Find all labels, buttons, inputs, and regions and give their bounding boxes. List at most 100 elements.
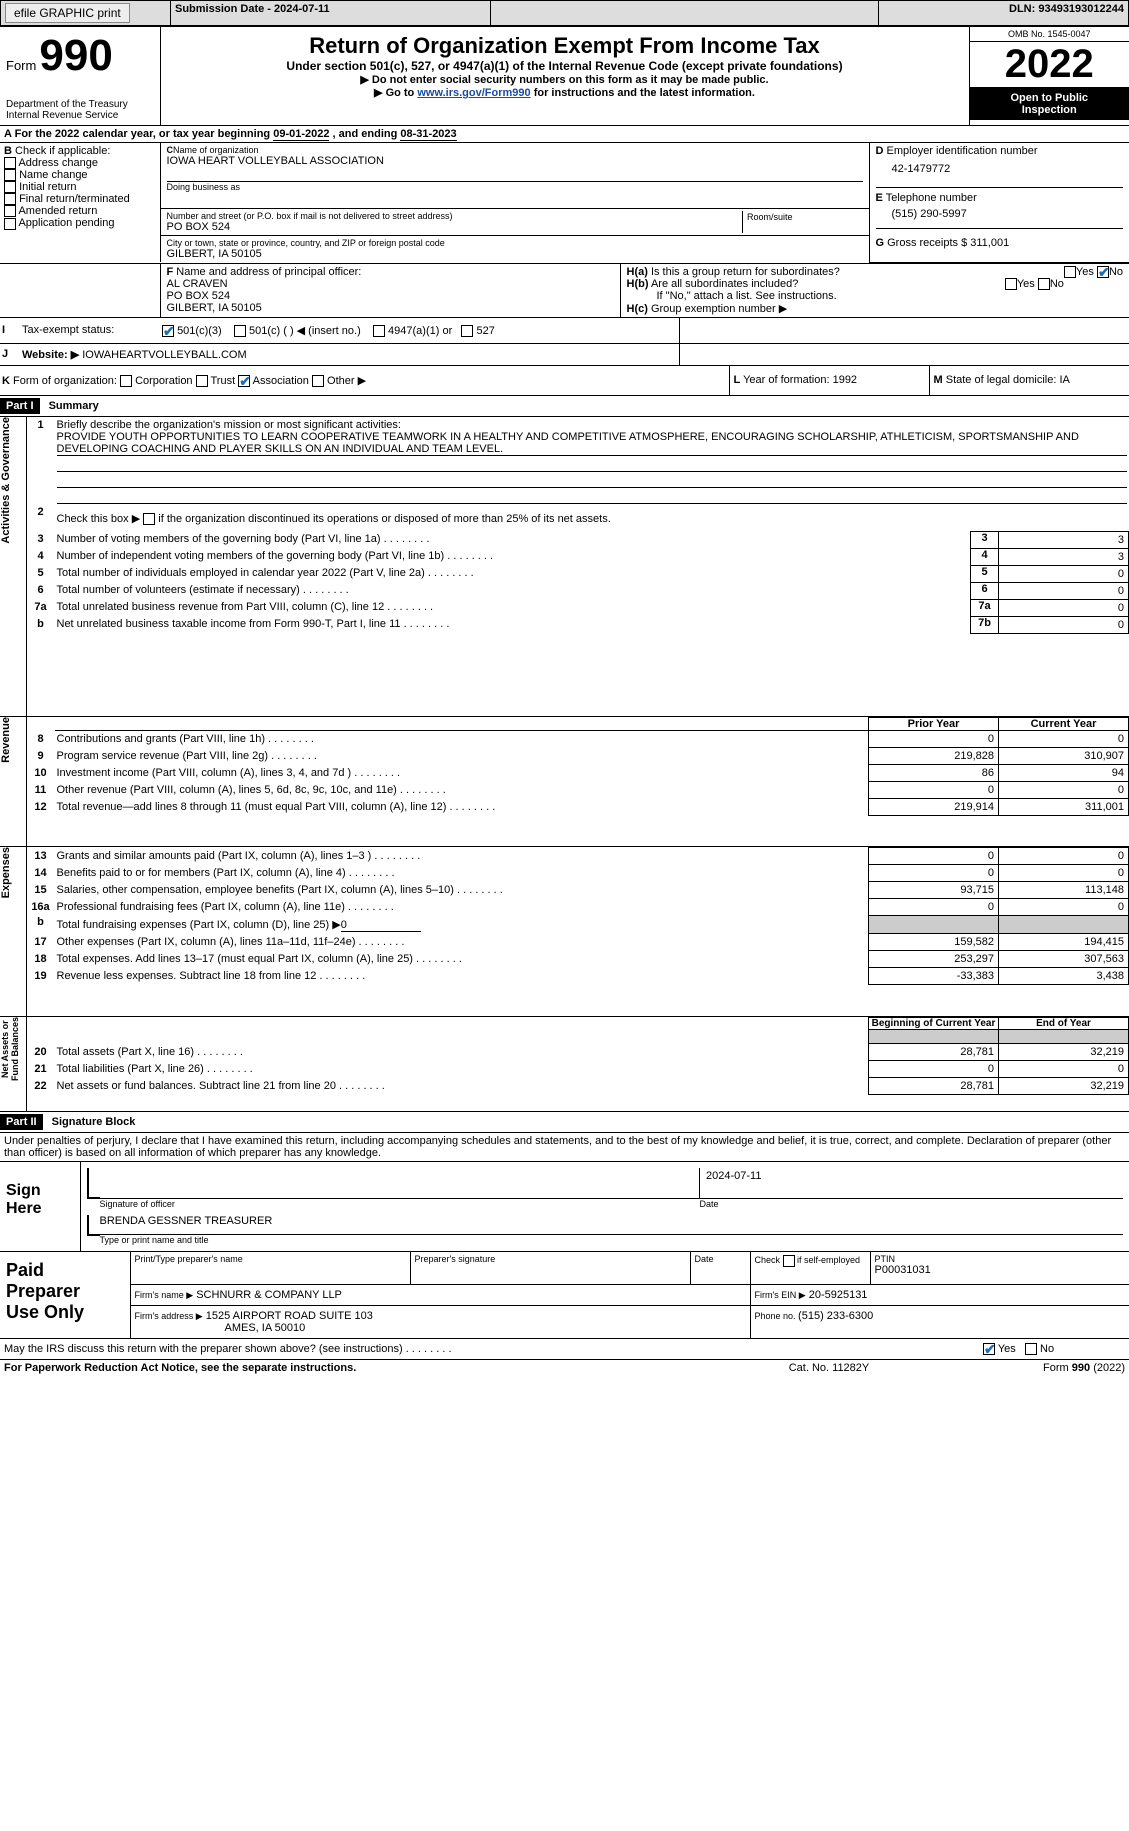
- type-name-label: Type or print name and title: [100, 1235, 1124, 1246]
- lbl-address-change: Address change: [18, 157, 98, 169]
- city-label: City or town, state or province, country…: [167, 238, 863, 248]
- chk-other[interactable]: [312, 375, 324, 387]
- part2-label: Part II: [0, 1114, 43, 1130]
- top-bar: efile GRAPHIC print Submission Date - 20…: [0, 0, 1129, 26]
- chk-501c[interactable]: [234, 325, 246, 337]
- i-block: I Tax-exempt status: 501(c)(3) 501(c) ( …: [0, 318, 1129, 344]
- lbl-assoc: Association: [253, 375, 309, 387]
- officer-name: AL CRAVEN: [167, 278, 614, 290]
- line-a-text: For the 2022 calendar year, or tax year …: [15, 128, 274, 140]
- part1-body: Activities & Governance 1 Briefly descri…: [0, 417, 1129, 1113]
- lbl-yes: Yes: [1076, 266, 1094, 278]
- chk-trust[interactable]: [196, 375, 208, 387]
- chk-final[interactable]: [4, 193, 16, 205]
- i-label: Tax-exempt status:: [20, 318, 160, 344]
- k-label: Form of organization:: [10, 375, 117, 387]
- form-footer: Form 990 (2022): [1043, 1362, 1125, 1374]
- paid-preparer-block: Paid Preparer Use Only Print/Type prepar…: [0, 1252, 1129, 1339]
- sign-block: Sign Here 2024-07-11 Signature of office…: [0, 1162, 1129, 1252]
- lbl-corp: Corporation: [135, 375, 192, 387]
- chk-hb-no[interactable]: [1038, 278, 1050, 290]
- lbl-trust: Trust: [210, 375, 235, 387]
- year-begin: 09-01-2022: [273, 128, 329, 141]
- hb-note: If "No," attach a list. See instructions…: [627, 290, 1124, 302]
- room-label: Room/suite: [747, 212, 793, 222]
- l1-label: Briefly describe the organization's miss…: [57, 419, 401, 431]
- g-label: Gross receipts $: [884, 237, 970, 249]
- street-label: Number and street (or P.O. box if mail i…: [167, 211, 743, 221]
- form-header: Form 990 Department of the Treasury Inte…: [0, 26, 1129, 126]
- submission-date: Submission Date - 2024-07-11: [175, 3, 330, 15]
- sig-date: 2024-07-11: [706, 1170, 761, 1182]
- lbl-name-change: Name change: [19, 169, 88, 181]
- firm-addr2: AMES, IA 50010: [135, 1322, 306, 1334]
- lbl-discuss-yes: Yes: [998, 1343, 1016, 1355]
- officer-addr2: GILBERT, IA 50105: [167, 302, 614, 314]
- irs-link[interactable]: www.irs.gov/Form990: [417, 87, 530, 99]
- line-a-mid: , and ending: [333, 128, 401, 140]
- cat-no: Cat. No. 11282Y: [729, 1360, 929, 1376]
- form-word: Form: [6, 58, 36, 73]
- firm-phone-label: Phone no.: [755, 1311, 799, 1321]
- chk-527[interactable]: [461, 325, 473, 337]
- chk-name-change[interactable]: [4, 169, 16, 181]
- b-header: Check if applicable:: [12, 145, 110, 157]
- part1-bar: Part I Summary: [0, 396, 1129, 417]
- chk-discuss-yes[interactable]: [983, 1343, 995, 1355]
- efile-label[interactable]: efile GRAPHIC print: [5, 3, 130, 23]
- side-expenses: Expenses: [0, 847, 12, 898]
- chk-amended[interactable]: [4, 205, 16, 217]
- chk-self-employed[interactable]: [783, 1255, 795, 1267]
- chk-discontinued[interactable]: [143, 513, 155, 525]
- sign-here: Sign Here: [0, 1162, 80, 1252]
- chk-address-change[interactable]: [4, 157, 16, 169]
- chk-4947[interactable]: [373, 325, 385, 337]
- year-formation: 1992: [833, 374, 857, 386]
- chk-ha-yes[interactable]: [1064, 266, 1076, 278]
- date-label: Date: [700, 1198, 1124, 1209]
- form-number: 990: [39, 31, 112, 80]
- firm-name: SCHNURR & COMPANY LLP: [196, 1289, 342, 1301]
- l16b-val: 0: [341, 919, 421, 932]
- firm-ein: 20-5925131: [809, 1289, 868, 1301]
- lbl-other: Other ▶: [327, 375, 366, 387]
- side-netassets: Net Assets or Fund Balances: [0, 1017, 20, 1081]
- pp-name-label: Print/Type preparer's name: [135, 1254, 406, 1264]
- phone: (515) 290-5997: [876, 204, 1124, 228]
- part1-label: Part I: [0, 398, 40, 414]
- ha-label: Is this a group return for subordinates?: [648, 266, 840, 278]
- lbl-501c: 501(c) ( ) ◀ (insert no.): [249, 325, 361, 337]
- j-label: Website: ▶: [22, 349, 79, 361]
- subtitle: Under section 501(c), 527, or 4947(a)(1)…: [167, 59, 963, 73]
- dln: DLN: 93493193012244: [1009, 3, 1124, 15]
- chk-discuss-no[interactable]: [1025, 1343, 1037, 1355]
- l-label: Year of formation:: [740, 374, 832, 386]
- chk-ha-no[interactable]: [1097, 266, 1109, 278]
- discuss-row: May the IRS discuss this return with the…: [0, 1339, 1129, 1360]
- chk-initial[interactable]: [4, 181, 16, 193]
- hb-label: Are all subordinates included?: [649, 278, 799, 290]
- chk-hb-yes[interactable]: [1005, 278, 1017, 290]
- open-to-public: Open to Public Inspection: [970, 88, 1129, 120]
- lbl-initial: Initial return: [19, 181, 76, 193]
- f-label: Name and address of principal officer:: [173, 266, 361, 278]
- officer-addr1: PO BOX 524: [167, 290, 614, 302]
- chk-assoc[interactable]: [238, 375, 250, 387]
- firm-phone: (515) 233-6300: [798, 1310, 873, 1322]
- footer: For Paperwork Reduction Act Notice, see …: [0, 1360, 1129, 1376]
- side-activities: Activities & Governance: [0, 417, 12, 544]
- gross-receipts: 311,001: [970, 237, 1009, 249]
- mission-text: PROVIDE YOUTH OPPORTUNITIES TO LEARN COO…: [57, 431, 1127, 456]
- chk-501c3[interactable]: [162, 325, 174, 337]
- lbl-4947: 4947(a)(1) or: [388, 325, 452, 337]
- e-label: Telephone number: [883, 192, 977, 204]
- chk-corp[interactable]: [120, 375, 132, 387]
- chk-app-pending[interactable]: [4, 218, 16, 230]
- hdr-prior-year: Prior Year: [869, 718, 999, 731]
- pp-sig-label: Preparer's signature: [415, 1254, 686, 1264]
- dba-label: Doing business as: [167, 182, 241, 192]
- sig-officer-label: Signature of officer: [100, 1198, 700, 1209]
- ein: 42-1479772: [876, 157, 1124, 187]
- lbl-amended: Amended return: [18, 205, 97, 217]
- lbl-no: No: [1109, 266, 1123, 278]
